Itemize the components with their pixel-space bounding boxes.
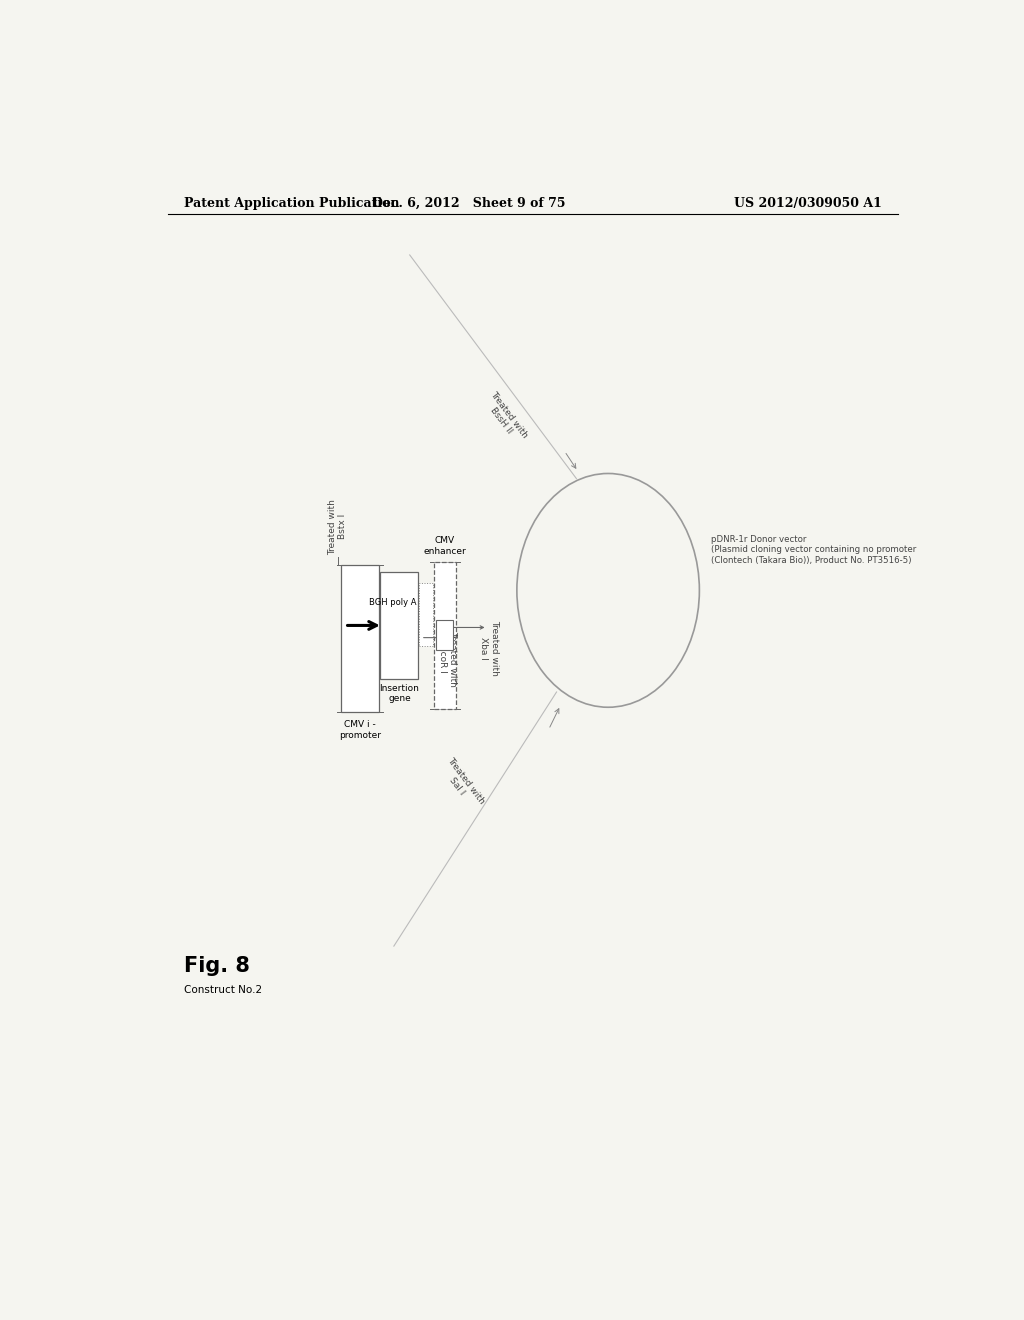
Text: Fig. 8: Fig. 8 <box>183 956 250 977</box>
Bar <box>433 562 456 709</box>
Bar <box>419 583 433 647</box>
Bar <box>380 572 419 678</box>
Bar <box>341 565 379 713</box>
Text: BGH poly A: BGH poly A <box>369 598 416 607</box>
Text: Construct No.2: Construct No.2 <box>183 985 262 995</box>
Text: Treated with
EcoR I: Treated with EcoR I <box>438 631 458 686</box>
Text: Insertion
gene: Insertion gene <box>380 684 420 704</box>
Text: Treated with
Sal I: Treated with Sal I <box>437 755 485 812</box>
Text: Patent Application Publication: Patent Application Publication <box>183 197 399 210</box>
Text: CMV
enhancer: CMV enhancer <box>423 536 466 556</box>
Text: Treated with
BssH II: Treated with BssH II <box>480 389 529 446</box>
Text: Treated with
Xba I: Treated with Xba I <box>479 620 499 676</box>
Text: Dec. 6, 2012   Sheet 9 of 75: Dec. 6, 2012 Sheet 9 of 75 <box>373 197 566 210</box>
Text: pDNR-1r Donor vector
(Plasmid cloning vector containing no promoter
(Clontech (T: pDNR-1r Donor vector (Plasmid cloning ve… <box>712 535 916 565</box>
Text: US 2012/0309050 A1: US 2012/0309050 A1 <box>734 197 882 210</box>
Text: Treated with
Bstx I: Treated with Bstx I <box>328 499 347 554</box>
Bar <box>436 620 454 651</box>
Text: CMV i -
promoter: CMV i - promoter <box>339 721 381 741</box>
